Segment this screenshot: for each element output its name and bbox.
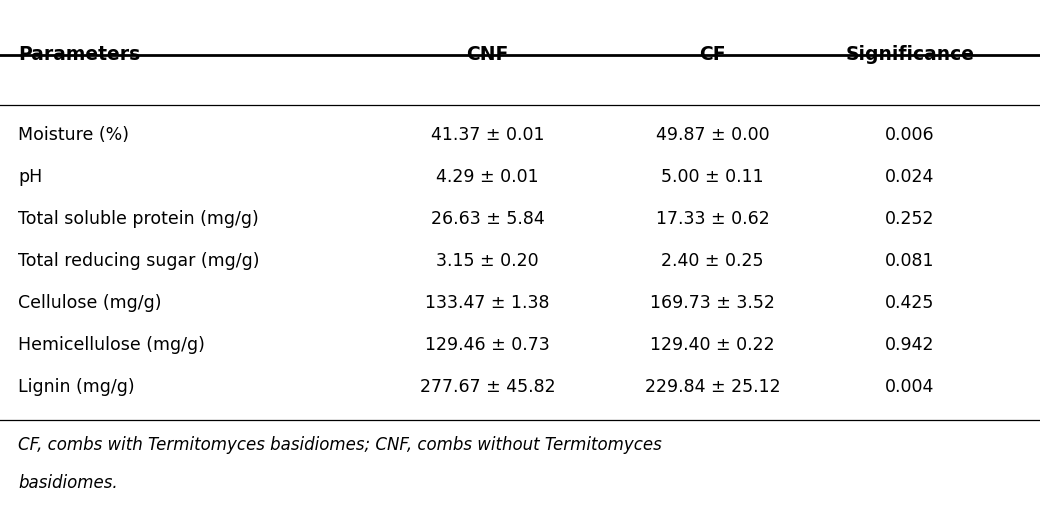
Text: Significance: Significance bbox=[846, 46, 974, 65]
Text: 0.081: 0.081 bbox=[885, 252, 935, 270]
Text: 4.29 ± 0.01: 4.29 ± 0.01 bbox=[436, 168, 539, 186]
Text: pH: pH bbox=[18, 168, 43, 186]
Text: 26.63 ± 5.84: 26.63 ± 5.84 bbox=[431, 210, 544, 228]
Text: 17.33 ± 0.62: 17.33 ± 0.62 bbox=[655, 210, 770, 228]
Text: CNF: CNF bbox=[466, 46, 509, 65]
Text: 2.40 ± 0.25: 2.40 ± 0.25 bbox=[661, 252, 763, 270]
Text: 129.46 ± 0.73: 129.46 ± 0.73 bbox=[425, 336, 550, 354]
Text: 41.37 ± 0.01: 41.37 ± 0.01 bbox=[431, 126, 544, 144]
Text: Parameters: Parameters bbox=[18, 46, 140, 65]
Text: Total soluble protein (mg/g): Total soluble protein (mg/g) bbox=[18, 210, 259, 228]
Text: 0.252: 0.252 bbox=[885, 210, 935, 228]
Text: Moisture (%): Moisture (%) bbox=[18, 126, 129, 144]
Text: Lignin (mg/g): Lignin (mg/g) bbox=[18, 378, 134, 396]
Text: CF, combs with Termitomyces basidiomes; CNF, combs without Termitomyces: CF, combs with Termitomyces basidiomes; … bbox=[18, 436, 661, 454]
Text: 0.006: 0.006 bbox=[885, 126, 935, 144]
Text: 0.004: 0.004 bbox=[885, 378, 935, 396]
Text: 5.00 ± 0.11: 5.00 ± 0.11 bbox=[661, 168, 763, 186]
Text: Total reducing sugar (mg/g): Total reducing sugar (mg/g) bbox=[18, 252, 260, 270]
Text: CF: CF bbox=[699, 46, 726, 65]
Text: Cellulose (mg/g): Cellulose (mg/g) bbox=[18, 294, 161, 312]
Text: Hemicellulose (mg/g): Hemicellulose (mg/g) bbox=[18, 336, 205, 354]
Text: 0.425: 0.425 bbox=[885, 294, 935, 312]
Text: 169.73 ± 3.52: 169.73 ± 3.52 bbox=[650, 294, 775, 312]
Text: 129.40 ± 0.22: 129.40 ± 0.22 bbox=[650, 336, 775, 354]
Text: 3.15 ± 0.20: 3.15 ± 0.20 bbox=[436, 252, 539, 270]
Text: 229.84 ± 25.12: 229.84 ± 25.12 bbox=[645, 378, 780, 396]
Text: 49.87 ± 0.00: 49.87 ± 0.00 bbox=[655, 126, 770, 144]
Text: 277.67 ± 45.82: 277.67 ± 45.82 bbox=[420, 378, 555, 396]
Text: 133.47 ± 1.38: 133.47 ± 1.38 bbox=[425, 294, 550, 312]
Text: basidiomes.: basidiomes. bbox=[18, 474, 118, 492]
Text: 0.942: 0.942 bbox=[885, 336, 935, 354]
Text: 0.024: 0.024 bbox=[885, 168, 935, 186]
